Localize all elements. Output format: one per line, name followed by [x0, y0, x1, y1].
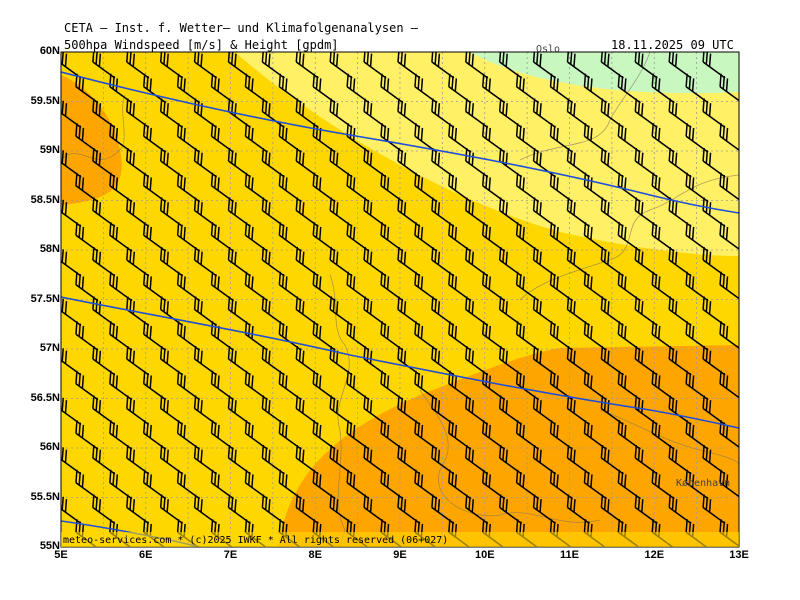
map-datetime: 18.11.2025 09 UTC	[611, 38, 734, 52]
wind-barb	[719, 123, 739, 151]
wind-barb	[210, 222, 234, 252]
lat-tick-label: 57N	[39, 342, 60, 354]
lon-tick-label: 13E	[729, 549, 749, 561]
wind-barb	[719, 172, 739, 201]
wind-barb	[380, 370, 404, 401]
wind-barb	[651, 370, 675, 401]
lat-tick-label: 59.5N	[30, 94, 60, 107]
footer-strip	[61, 532, 739, 547]
wind-barb	[719, 271, 739, 300]
lat-tick-label: 58.5N	[30, 193, 60, 206]
lon-tick-label: 8E	[308, 549, 322, 561]
lat-lon-grid	[61, 52, 739, 547]
windspeed-orange-area-west	[61, 75, 122, 205]
lon-tick-label: 9E	[393, 549, 407, 561]
city-label-oslo: Oslo	[536, 44, 561, 55]
wind-barb	[719, 73, 739, 102]
wind-barb	[719, 321, 739, 349]
lon-tick-label: 5E	[54, 549, 68, 561]
wind-barb	[583, 420, 607, 450]
wind-barb	[92, 147, 116, 178]
lat-tick-label: 57.5N	[30, 292, 60, 305]
wind-barb	[685, 321, 709, 351]
map-subtitle: 500hpa Windspeed [m/s] & Height [gpdm]	[64, 38, 339, 52]
wind-barb	[532, 98, 557, 129]
lat-tick-label: 55.5N	[30, 490, 60, 503]
wind-barb	[515, 370, 540, 401]
wind-barb	[498, 345, 523, 376]
lon-tick-label: 10E	[474, 549, 495, 561]
wind-barb	[719, 370, 739, 399]
footer-credit: meteo-services.com * (c)2025 IWKF * All …	[63, 535, 449, 546]
lat-tick-label: 60N	[39, 45, 60, 57]
city-label-kobenhavn: København	[676, 478, 731, 489]
lat-tick-label: 55N	[39, 540, 60, 552]
height-contour-2	[61, 296, 739, 429]
height-contour-1	[61, 71, 739, 214]
wind-barb	[329, 98, 353, 129]
wind-barb	[126, 395, 150, 426]
wind-barb	[92, 494, 116, 525]
lon-tick-label: 11E	[560, 549, 579, 561]
wind-barb	[719, 222, 739, 250]
wind-barb	[261, 345, 285, 376]
lon-tick-label: 6E	[139, 549, 153, 561]
lat-tick-label: 59N	[39, 144, 60, 156]
wind-barb	[329, 52, 353, 79]
lat-tick-label: 56.5N	[30, 391, 60, 404]
wind-barb	[159, 197, 184, 228]
lat-tick-label: 58N	[39, 243, 60, 255]
lon-tick-label: 12E	[644, 549, 665, 561]
windspeed-orange-area-south	[278, 345, 739, 547]
wind-barb	[600, 52, 624, 79]
lat-tick-label: 56N	[39, 441, 60, 453]
wind-barb	[414, 321, 438, 351]
coastlines	[61, 52, 739, 547]
lon-tick-label: 7E	[223, 549, 238, 561]
windspeed-light-yellow-area	[235, 52, 739, 256]
map-title: CETA – Inst. f. Wetter– und Klimafolgena…	[64, 21, 419, 35]
wind-barb	[719, 469, 739, 498]
